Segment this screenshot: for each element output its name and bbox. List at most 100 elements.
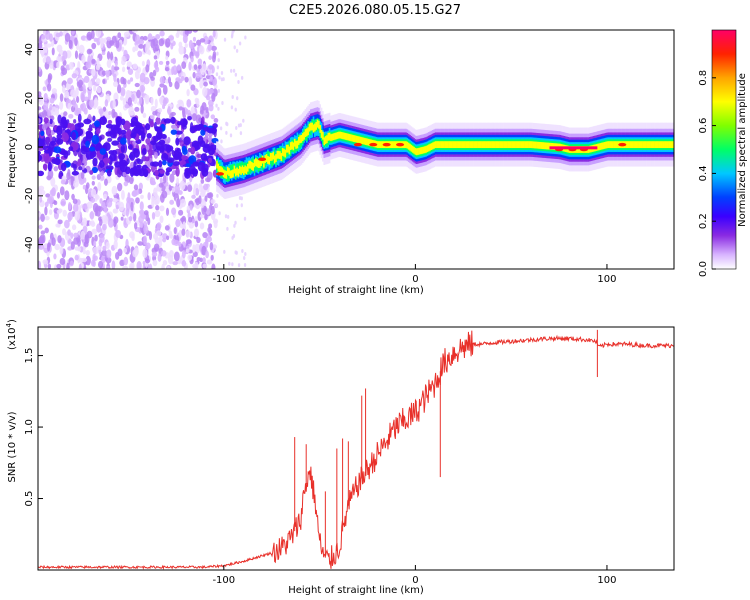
noise-blob: [171, 124, 177, 129]
noise-blob: [59, 93, 64, 102]
noise-blob: [208, 55, 213, 60]
noise-blob: [105, 113, 111, 120]
noise-blob: [72, 180, 79, 188]
ridge-segment: [293, 138, 296, 147]
noise-blob: [195, 114, 202, 124]
noise-blob: [171, 66, 175, 76]
noise-blob: [194, 220, 199, 228]
ridge-blob: [120, 129, 127, 135]
ridge-segment: [477, 141, 480, 149]
noise-blob: [189, 204, 193, 210]
noise-blob: [138, 209, 143, 215]
spectrogram-x-label: Height of straight line (km): [288, 285, 424, 296]
ridge-segment: [415, 148, 418, 156]
ridge-segment: [369, 139, 371, 146]
noise-blob: [126, 61, 132, 68]
noise-blob: [46, 83, 52, 92]
ridge-blob: [161, 143, 170, 151]
snr-line: [38, 330, 674, 570]
noise-blob: [44, 215, 50, 221]
noise-blob: [177, 79, 183, 84]
noise-blob: [88, 99, 95, 108]
noise-blob: [187, 116, 193, 121]
ridge-segment: [271, 152, 273, 161]
noise-blob: [216, 51, 219, 56]
noise-blob: [70, 241, 75, 250]
noise-blob: [112, 99, 116, 109]
ridge-segment: [256, 159, 258, 168]
ridge-segment: [331, 133, 334, 141]
noise-blob: [47, 263, 52, 269]
noise-blob: [81, 257, 88, 263]
noise-blob: [59, 186, 65, 196]
noise-blob: [40, 213, 45, 222]
noise-blob: [48, 195, 55, 204]
noise-blob: [61, 84, 66, 94]
noise-blob: [155, 116, 161, 125]
snr-frame: [37, 326, 675, 571]
noise-blob: [182, 107, 186, 117]
noise-blob: [229, 133, 233, 138]
ridge-segment: [252, 163, 254, 171]
ridge-segment: [330, 134, 332, 142]
ridge-blob: [119, 155, 124, 166]
ridge-segment: [320, 130, 323, 138]
noise-blob: [205, 106, 209, 114]
noise-blob: [93, 240, 97, 247]
ridge-segment: [245, 166, 248, 175]
noise-blob: [153, 187, 158, 197]
ridge-segment: [497, 141, 500, 149]
ridge-segment: [539, 141, 541, 149]
noise-blob: [226, 214, 230, 219]
noise-blob: [207, 192, 214, 199]
noise-blob: [74, 210, 80, 221]
noise-blob: [145, 64, 150, 73]
spectrogram-y-tick-label: -40: [24, 236, 35, 252]
ridge-segment: [487, 141, 489, 149]
noise-blob: [143, 210, 149, 216]
noise-blob: [176, 197, 181, 208]
ridge-blob: [71, 170, 80, 176]
spectrogram-x-tick-label: 100: [597, 274, 616, 285]
ridge-blob: [182, 118, 188, 128]
ridge-blob: [149, 120, 155, 128]
ridge-segment: [265, 154, 268, 162]
noise-blob: [220, 139, 223, 144]
noise-blob: [44, 201, 49, 208]
noise-blob: [91, 58, 96, 65]
noise-blob: [111, 64, 115, 75]
ridge-segment: [484, 141, 486, 149]
ridge-segment: [501, 141, 504, 149]
ridge-segment: [281, 148, 284, 156]
noise-blob: [193, 64, 198, 70]
noise-blob: [178, 45, 185, 55]
noise-blob: [159, 177, 163, 185]
noise-blob: [167, 255, 174, 265]
ridge-segment: [304, 129, 307, 138]
ridge-segment: [654, 141, 657, 149]
noise-blob: [92, 115, 96, 122]
spectrogram-panel: -100 0 100 -40 -20 0 20 40 Height of straight l…: [7, 29, 675, 296]
noise-blob: [99, 218, 103, 226]
ridge-segment: [481, 141, 484, 149]
ridge-segment: [613, 141, 615, 149]
noise-blob: [210, 114, 216, 120]
noise-blob: [78, 44, 85, 54]
noise-blob: [127, 192, 131, 202]
ridge-segment: [630, 141, 633, 149]
noise-blob: [121, 66, 126, 73]
ridge-segment: [468, 141, 470, 149]
ridge-segment: [504, 141, 507, 149]
noise-blob: [194, 97, 199, 104]
noise-blob: [155, 66, 160, 73]
noise-blob: [147, 217, 151, 226]
noise-blob: [230, 68, 233, 73]
noise-blob: [144, 44, 150, 55]
ridge-blob: [85, 140, 90, 148]
ridge-blob: [108, 150, 115, 155]
ridge-segment: [322, 131, 324, 140]
noise-blob: [219, 126, 223, 131]
ridge-segment: [390, 141, 393, 149]
ridge-segment: [281, 149, 284, 163]
ridge-segment: [229, 170, 232, 179]
